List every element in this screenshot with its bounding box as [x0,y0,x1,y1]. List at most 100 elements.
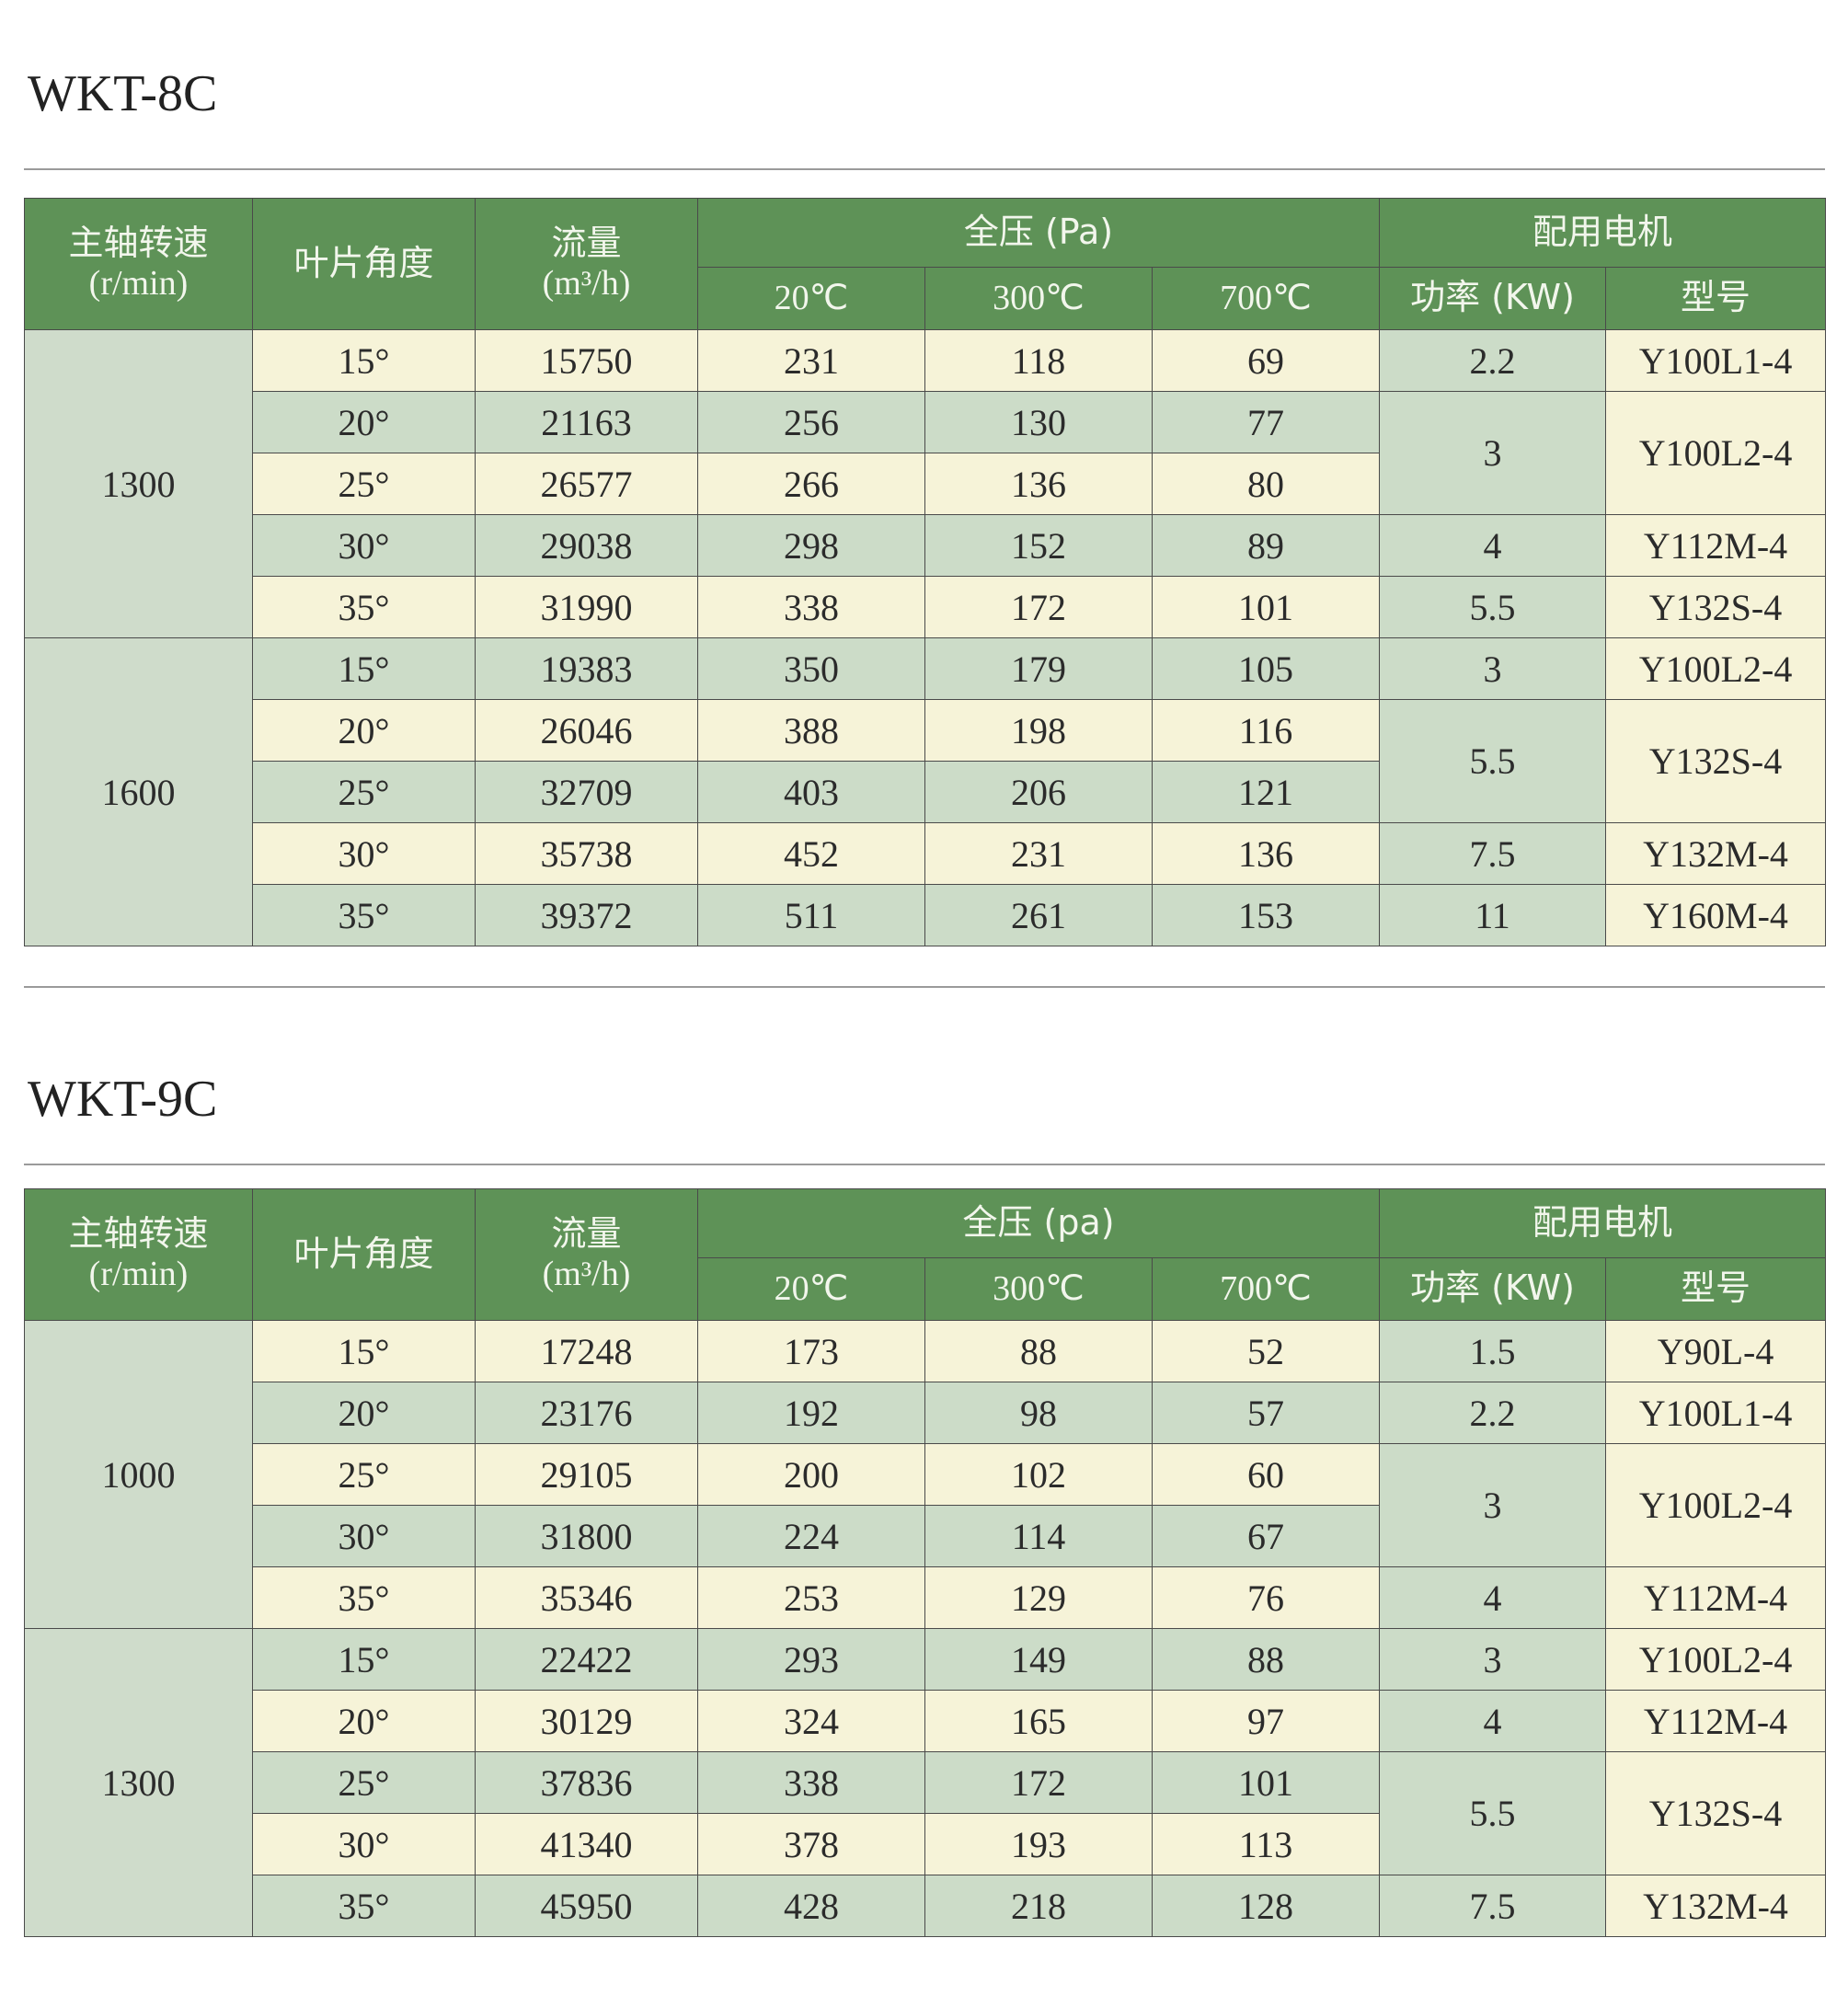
angle-cell: 35° [252,884,476,946]
pressure-20-cell: 253 [697,1566,925,1629]
table-row: 30° 35738 452 231 136 7.5 Y132M-4 [25,822,1827,885]
power-cell: 7.5 [1379,1875,1607,1937]
pressure-20-cell: 378 [697,1813,925,1875]
pressure-20-cell: 256 [697,391,925,453]
angle-cell: 35° [252,1875,476,1937]
angle-cell: 25° [252,1751,476,1814]
flow-cell: 26577 [475,453,698,515]
power-cell: 5.5 [1379,1751,1607,1875]
power-cell: 5.5 [1379,699,1607,823]
pressure-300-cell: 172 [924,576,1153,638]
flow-cell: 32709 [475,761,698,823]
speed-cell: 1600 [24,637,253,946]
pressure-700-cell: 76 [1151,1566,1381,1629]
motor-model-cell: Y112M-4 [1605,1690,1827,1752]
pressure-700-cell: 69 [1151,329,1381,392]
power-cell: 3 [1379,391,1607,515]
motor-model-cell: Y90L-4 [1605,1320,1827,1382]
table-row: 35° 31990 338 172 101 5.5 Y132S-4 [25,576,1827,638]
power-cell: 1.5 [1379,1320,1607,1382]
pressure-20-cell: 192 [697,1382,925,1444]
power-cell: 3 [1379,637,1607,700]
angle-cell: 30° [252,1505,476,1567]
divider [24,986,1825,988]
angle-cell: 25° [252,1443,476,1506]
pressure-700-cell: 89 [1151,514,1381,577]
motor-model-cell: Y132M-4 [1605,1875,1827,1937]
motor-model-cell: Y160M-4 [1605,884,1827,946]
header-motor: 配用电机 [1379,1188,1827,1258]
pressure-300-cell: 193 [924,1813,1153,1875]
power-cell: 7.5 [1379,822,1607,885]
pressure-300-cell: 114 [924,1505,1153,1567]
pressure-300-cell: 88 [924,1320,1153,1382]
flow-cell: 35738 [475,822,698,885]
motor-model-cell: Y112M-4 [1605,1566,1827,1629]
header-model: 型号 [1605,267,1827,330]
angle-cell: 20° [252,699,476,762]
spec-table-wkt-9c: 主轴转速 (r/min) 叶片角度 流量 (m³/h) 全压 (pa) 配用电机… [24,1188,1827,1937]
angle-cell: 25° [252,453,476,515]
pressure-700-cell: 121 [1151,761,1381,823]
pressure-20-cell: 428 [697,1875,925,1937]
angle-cell: 15° [252,1628,476,1691]
pressure-300-cell: 172 [924,1751,1153,1814]
pressure-300-cell: 102 [924,1443,1153,1506]
pressure-700-cell: 77 [1151,391,1381,453]
pressure-700-cell: 116 [1151,699,1381,762]
pressure-20-cell: 293 [697,1628,925,1691]
flow-cell: 45950 [475,1875,698,1937]
pressure-300-cell: 261 [924,884,1153,946]
header-model: 型号 [1605,1257,1827,1321]
angle-cell: 30° [252,822,476,885]
header-blade-angle: 叶片角度 [252,1188,476,1321]
motor-model-cell: Y100L1-4 [1605,329,1827,392]
table-row: 1000 15° 17248 173 88 52 1.5 Y90L-4 [24,1320,1827,1629]
angle-cell: 25° [252,761,476,823]
motor-model-cell: Y112M-4 [1605,514,1827,577]
pressure-700-cell: 67 [1151,1505,1381,1567]
pressure-700-cell: 101 [1151,576,1381,638]
header-power: 功率 (KW) [1379,267,1607,330]
header-speed: 主轴转速 (r/min) [24,198,253,330]
flow-cell: 30129 [475,1690,698,1752]
pressure-20-cell: 224 [697,1505,925,1567]
pressure-700-cell: 105 [1151,637,1381,700]
angle-cell: 15° [252,637,476,700]
pressure-700-cell: 101 [1151,1751,1381,1814]
pressure-300-cell: 149 [924,1628,1153,1691]
motor-model-cell: Y132M-4 [1605,822,1827,885]
divider [24,1164,1825,1165]
table-row: 1300 15° 15750 231 118 69 2.2 Y100L1-4 [24,329,1827,638]
table-row: 30° 41340 378 193 113 [25,1813,1826,1875]
pressure-700-cell: 136 [1151,822,1381,885]
power-cell: 2.2 [1379,329,1607,392]
power-cell: 11 [1379,884,1607,946]
table-row: 1600 15° 19383 350 179 105 3 Y100L2-4 [24,637,1827,946]
pressure-300-cell: 130 [924,391,1153,453]
motor-model-cell: Y132S-4 [1605,699,1827,823]
pressure-20-cell: 511 [697,884,925,946]
pressure-20-cell: 388 [697,699,925,762]
power-cell: 5.5 [1379,576,1607,638]
angle-cell: 35° [252,576,476,638]
angle-cell: 35° [252,1566,476,1629]
pressure-300-cell: 136 [924,453,1153,515]
speed-cell: 1300 [24,329,253,638]
table-row: 20° 30129 324 165 97 4 Y112M-4 [25,1690,1827,1752]
pressure-20-cell: 173 [697,1320,925,1382]
angle-cell: 30° [252,514,476,577]
section-title-wkt-9c: WKT-9C [28,1071,218,1128]
header-motor: 配用电机 [1379,198,1827,268]
flow-cell: 29038 [475,514,698,577]
pressure-300-cell: 206 [924,761,1153,823]
pressure-20-cell: 324 [697,1690,925,1752]
pressure-300-cell: 118 [924,329,1153,392]
motor-model-cell: Y132S-4 [1605,576,1827,638]
pressure-300-cell: 198 [924,699,1153,762]
flow-cell: 21163 [475,391,698,453]
pressure-20-cell: 350 [697,637,925,700]
flow-cell: 26046 [475,699,698,762]
flow-cell: 39372 [475,884,698,946]
header-pressure: 全压 (Pa) [696,198,1381,268]
